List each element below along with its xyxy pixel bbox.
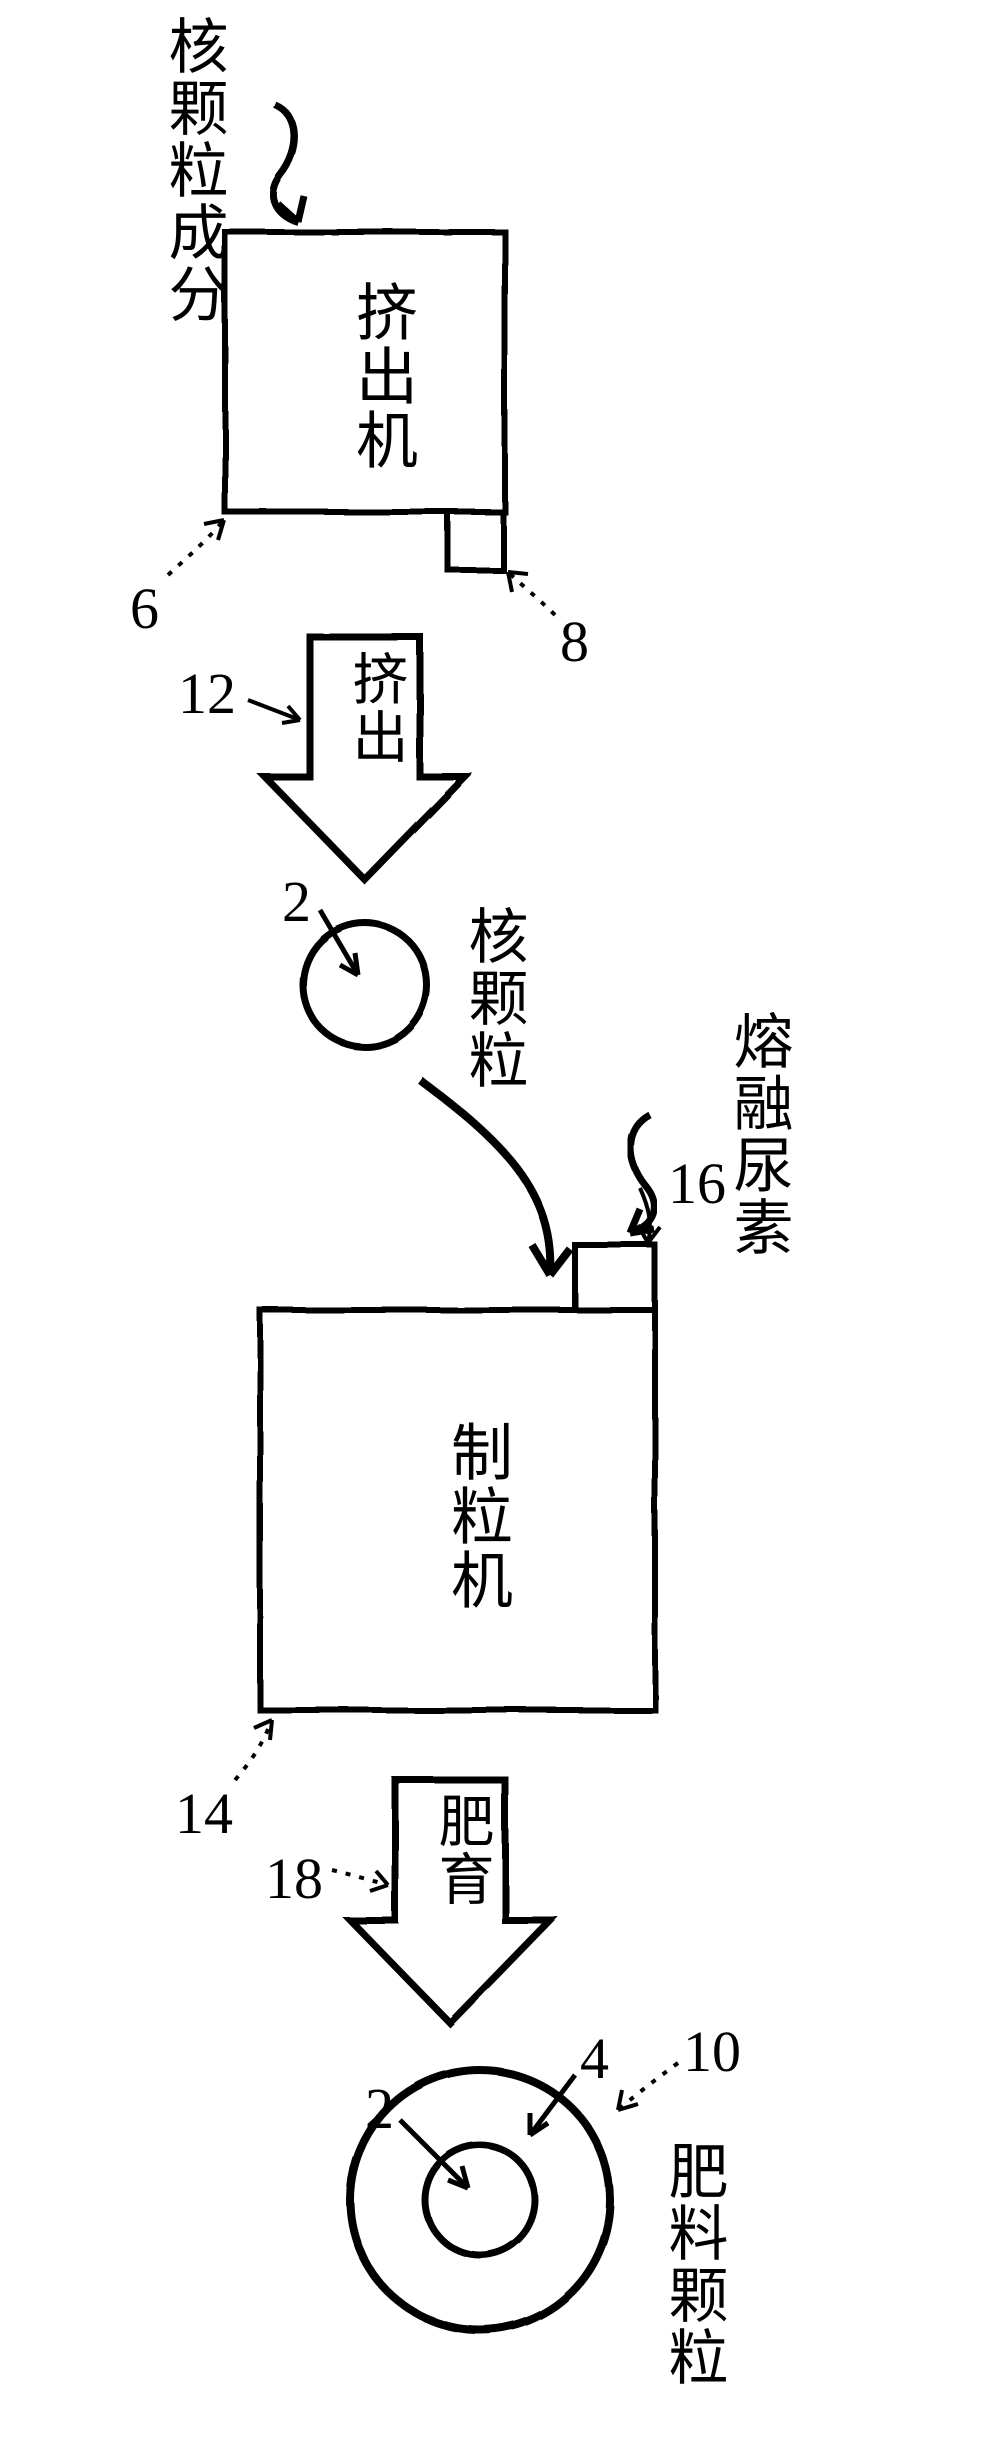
leader-14 [235,1720,272,1780]
core-particle [303,923,427,1047]
input-arrow-top [273,105,298,222]
ref-10: 10 [683,2018,741,2085]
diagram-root: 核颗粒成分 挤出机 6 8 挤出 12 2 核颗粒 熔融尿素 16 制粒机 14… [0,0,1000,2452]
leader-6 [168,520,224,575]
ref-2b: 2 [365,2075,394,2142]
label-core-particle: 核颗粒 [450,905,537,1091]
label-input-mid: 熔融尿素 [715,1010,802,1258]
ref-8: 8 [560,608,589,675]
diagram-svg [0,0,1000,2452]
label-extruder: 挤出机 [335,280,425,472]
ref-4: 4 [580,2025,609,2092]
ref-12: 12 [178,660,236,727]
granulator-inlet [575,1245,655,1315]
ref-2a: 2 [282,868,311,935]
label-granulator: 制粒机 [430,1420,520,1612]
ref-6: 6 [130,575,159,642]
label-input-top: 核颗粒成分 [150,15,237,325]
label-product: 肥料颗粒 [650,2140,737,2388]
label-arrow-extrude: 挤出 [335,650,416,766]
ref-18: 18 [265,1845,323,1912]
leader-8 [508,572,555,615]
input-arrow-top-head [278,196,304,222]
ref-14: 14 [175,1780,233,1847]
label-arrow-fatten: 肥育 [421,1792,502,1908]
ref-16: 16 [668,1150,726,1217]
extruder-outlet [448,512,503,570]
leader-14-head [254,1720,272,1740]
leader-10 [618,2063,678,2110]
